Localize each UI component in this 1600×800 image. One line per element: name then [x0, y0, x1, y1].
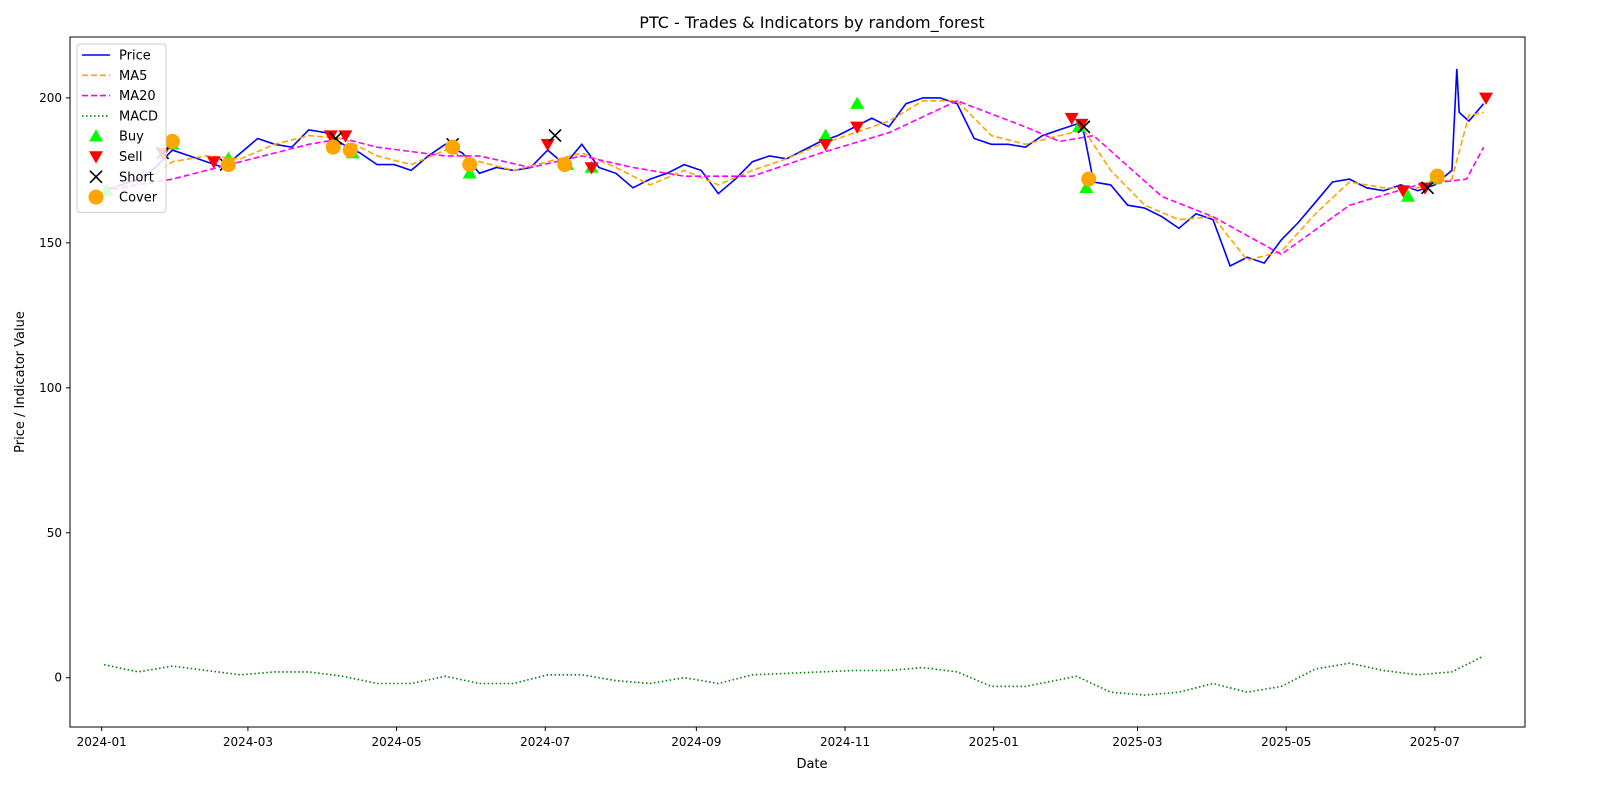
marker-cover	[462, 157, 478, 173]
legend-label: Price	[119, 49, 151, 64]
x-tick-label: 2024-07	[520, 735, 570, 749]
y-tick-label: 200	[39, 91, 62, 105]
x-tick-label: 2024-11	[820, 735, 870, 749]
x-tick-label: 2024-09	[671, 735, 721, 749]
legend-label: MA5	[119, 69, 147, 84]
x-tick-label: 2025-05	[1261, 735, 1311, 749]
marker-sell	[338, 130, 353, 143]
legend-item: Cover	[88, 189, 158, 206]
legend: Price MA5 MA20 MACD Buy Sell Short Cover	[76, 43, 167, 213]
legend-item: Sell	[89, 150, 142, 165]
marker-short	[1077, 120, 1091, 134]
legend-label: Cover	[119, 191, 158, 206]
x-tick-label: 2025-03	[1112, 735, 1162, 749]
series-line-macd	[103, 655, 1484, 696]
chart-title: PTC - Trades & Indicators by random_fore…	[639, 13, 984, 33]
marker-sell	[818, 139, 833, 152]
series-line-ma5	[104, 100, 1484, 262]
plot-frame	[69, 36, 1526, 728]
legend-label: MA20	[119, 89, 156, 104]
legend-item: Buy	[89, 129, 144, 145]
marker-sell	[323, 130, 338, 143]
marker-cover	[325, 139, 341, 155]
marker-sell	[1396, 185, 1411, 198]
marker-sell	[850, 121, 865, 134]
marker-buy	[850, 96, 865, 109]
marker-sell	[1064, 112, 1079, 126]
legend-label: Short	[119, 170, 154, 185]
legend-frame	[76, 43, 167, 213]
legend-swatch	[88, 189, 104, 205]
marker-buy	[462, 166, 477, 179]
marker-cover	[445, 139, 461, 155]
marker-sell	[584, 162, 599, 175]
x-tick-label: 2024-05	[372, 735, 422, 749]
x-tick-label: 2025-07	[1410, 735, 1460, 749]
marker-cover	[1429, 168, 1445, 184]
x-axis-label: Date	[796, 757, 827, 772]
legend-label: MACD	[119, 109, 158, 124]
marker-cover	[342, 142, 358, 158]
marker-cover	[1081, 171, 1097, 187]
marker-cover	[557, 157, 573, 173]
legend-label: Buy	[119, 130, 144, 145]
legend-item: Short	[89, 170, 154, 185]
y-tick-label: 0	[54, 671, 62, 685]
legend-item: MACD	[82, 109, 158, 124]
legend-item: Price	[82, 49, 151, 64]
legend-label: Sell	[119, 150, 142, 165]
plot-area	[99, 68, 1494, 696]
x-tick-label: 2025-01	[969, 735, 1019, 749]
legend-swatch	[89, 170, 103, 184]
marker-buy	[1079, 180, 1094, 194]
axes: 0 50 100 150 200 2024-01 2024-03 2024-05 2024-07…	[39, 91, 1460, 749]
series-line-price	[103, 68, 1485, 268]
marker-cover	[164, 133, 180, 149]
marker-short	[1420, 181, 1435, 195]
legend-item: MA5	[82, 69, 147, 84]
legend-item: MA20	[82, 89, 156, 104]
y-tick-label: 50	[47, 526, 62, 540]
marker-buy	[818, 128, 833, 141]
y-tick-label: 100	[39, 381, 62, 395]
y-tick-label: 150	[39, 236, 62, 250]
series-line-ma20	[103, 99, 1485, 256]
marker-buy	[1401, 189, 1416, 202]
legend-swatch	[89, 129, 103, 142]
marker-sell	[206, 156, 221, 169]
legend-swatch	[89, 151, 103, 164]
y-axis-label: Price / Indicator Value	[13, 311, 28, 453]
marker-sell	[540, 139, 555, 152]
marker-short	[548, 129, 562, 143]
marker-sell	[1479, 92, 1494, 105]
marker-cover	[220, 157, 236, 173]
x-tick-label: 2024-03	[223, 735, 273, 749]
x-tick-label: 2024-01	[77, 735, 127, 749]
